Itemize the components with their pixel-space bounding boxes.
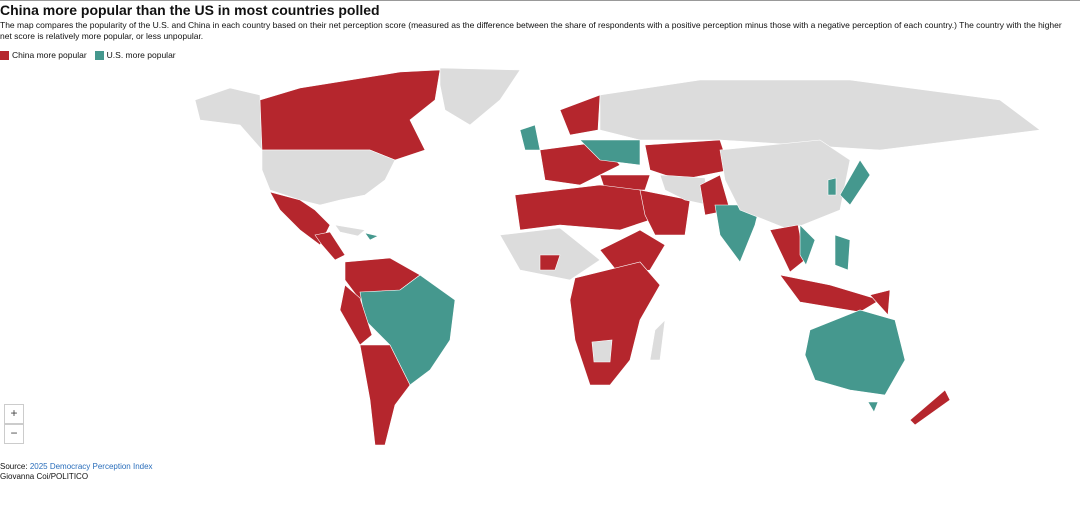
country xyxy=(499,227,601,281)
rule xyxy=(0,0,1080,1)
world-map xyxy=(194,67,1041,446)
country xyxy=(194,87,263,151)
title: China more popular than the US in most c… xyxy=(0,2,380,18)
country xyxy=(339,284,373,346)
zoom-in[interactable]: + xyxy=(4,404,24,424)
country xyxy=(649,319,666,361)
country xyxy=(539,254,561,271)
country xyxy=(569,261,661,386)
country xyxy=(869,289,891,316)
country xyxy=(804,309,906,396)
legend-item: U.S. more popular xyxy=(94,50,176,60)
countries xyxy=(194,67,1041,446)
legend-label: U.S. more popular xyxy=(106,50,176,60)
country xyxy=(779,274,881,313)
country xyxy=(599,79,1041,151)
country xyxy=(261,149,396,206)
country xyxy=(659,174,709,206)
country xyxy=(334,224,366,237)
legend-item: China more popular xyxy=(0,50,87,60)
credit: Giovanna Coi/POLITICO xyxy=(0,472,89,481)
country xyxy=(579,139,641,166)
country xyxy=(359,274,456,386)
country xyxy=(799,224,816,266)
country xyxy=(514,184,651,231)
country xyxy=(364,232,379,241)
country xyxy=(719,139,851,231)
source: Source: 2025 Democracy Perception Index xyxy=(0,462,153,471)
legend-swatch xyxy=(94,50,104,60)
country xyxy=(519,124,541,151)
country xyxy=(834,234,851,271)
country xyxy=(559,94,601,136)
country xyxy=(839,159,871,206)
country xyxy=(599,174,651,191)
legend: China more popular U.S. more popular xyxy=(0,50,176,60)
description: The map compares the popularity of the U… xyxy=(0,20,1062,41)
country xyxy=(591,339,613,363)
country xyxy=(259,69,441,161)
country xyxy=(439,67,521,126)
country xyxy=(644,139,731,181)
legend-label: China more popular xyxy=(12,50,87,60)
country xyxy=(359,344,411,446)
country xyxy=(909,389,951,426)
legend-swatch xyxy=(0,50,9,60)
source-link[interactable]: 2025 Democracy Perception Index xyxy=(29,462,153,471)
country xyxy=(827,177,837,196)
country xyxy=(314,231,346,261)
source-label: Source: xyxy=(0,462,28,471)
zoom-out[interactable]: − xyxy=(4,424,24,444)
country xyxy=(867,401,879,413)
